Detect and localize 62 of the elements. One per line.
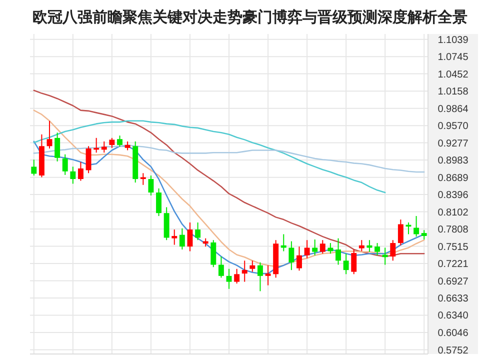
- candlestick: [226, 268, 232, 290]
- candlestick: [242, 260, 248, 282]
- y-tick-label: 0.9277: [438, 138, 469, 150]
- y-tick-label: 0.7808: [438, 224, 469, 236]
- y-tick-label: 0.8983: [438, 156, 469, 167]
- y-tick-label: 0.8102: [438, 207, 469, 218]
- y-tick-label: 1.0745: [438, 52, 469, 64]
- candlestick: [320, 240, 326, 254]
- candlestick: [250, 260, 256, 272]
- y-tick-label: 0.6633: [438, 294, 469, 305]
- y-tick-label: 1.0158: [438, 86, 469, 98]
- candlestick: [109, 137, 115, 148]
- candlestick: [234, 268, 240, 284]
- candlestick: [398, 219, 404, 246]
- chart-title: 欧冠八强前瞻聚焦关键对决走势豪门博弈与晋级预测深度解析全景: [32, 8, 468, 26]
- candlestick: [62, 154, 68, 176]
- candlestick: [421, 230, 427, 240]
- line-series: [33, 110, 425, 268]
- candlestick: [358, 240, 364, 252]
- candlestick: [46, 120, 52, 149]
- candlestick: [148, 175, 154, 196]
- y-tick-label: 1.1039: [438, 34, 469, 46]
- y-tick-label: 0.7515: [438, 242, 469, 253]
- candlestick: [351, 248, 357, 275]
- candlestick: [304, 240, 310, 259]
- candlestick: [218, 256, 224, 278]
- candlestick: [414, 216, 420, 238]
- candlestick: [312, 239, 318, 256]
- candlestick: [257, 262, 263, 292]
- line-series: [33, 90, 425, 258]
- candlestick: [390, 240, 396, 262]
- y-tick-label: 1.0452: [438, 69, 469, 80]
- candlestick: [288, 240, 294, 271]
- y-tick-label: 0.5752: [438, 345, 469, 356]
- candlestick: [54, 132, 60, 162]
- y-tick-label: 0.7221: [438, 259, 469, 270]
- candlestick: [336, 238, 341, 266]
- candlestick: [117, 135, 122, 148]
- candlestick: [172, 229, 178, 246]
- y-tick-label: 0.8689: [438, 172, 469, 184]
- candlestick: [86, 146, 92, 174]
- y-tick-label: 0.6046: [438, 328, 469, 340]
- candlestick: [343, 253, 349, 275]
- line-series: [33, 120, 386, 194]
- candlestick: [210, 240, 216, 268]
- candlestick: [101, 140, 107, 154]
- candlestick: [296, 246, 302, 272]
- candlestick: [78, 162, 84, 182]
- candlestick: [187, 222, 193, 252]
- y-tick-label: 0.9864: [438, 104, 469, 115]
- candlestick: [31, 159, 37, 176]
- candlestick: [195, 222, 201, 241]
- y-tick-label: 0.8396: [438, 190, 469, 202]
- y-tick-label: 0.9570: [438, 121, 469, 132]
- candlestick: [328, 242, 334, 254]
- candlestick: [265, 264, 271, 286]
- y-tick-label: 0.6340: [438, 310, 469, 322]
- y-tick-label: 0.6927: [438, 276, 469, 288]
- candlestick: [156, 188, 162, 217]
- candlestick: [374, 242, 380, 256]
- candlestick: [70, 166, 76, 184]
- candlestick: [179, 228, 185, 250]
